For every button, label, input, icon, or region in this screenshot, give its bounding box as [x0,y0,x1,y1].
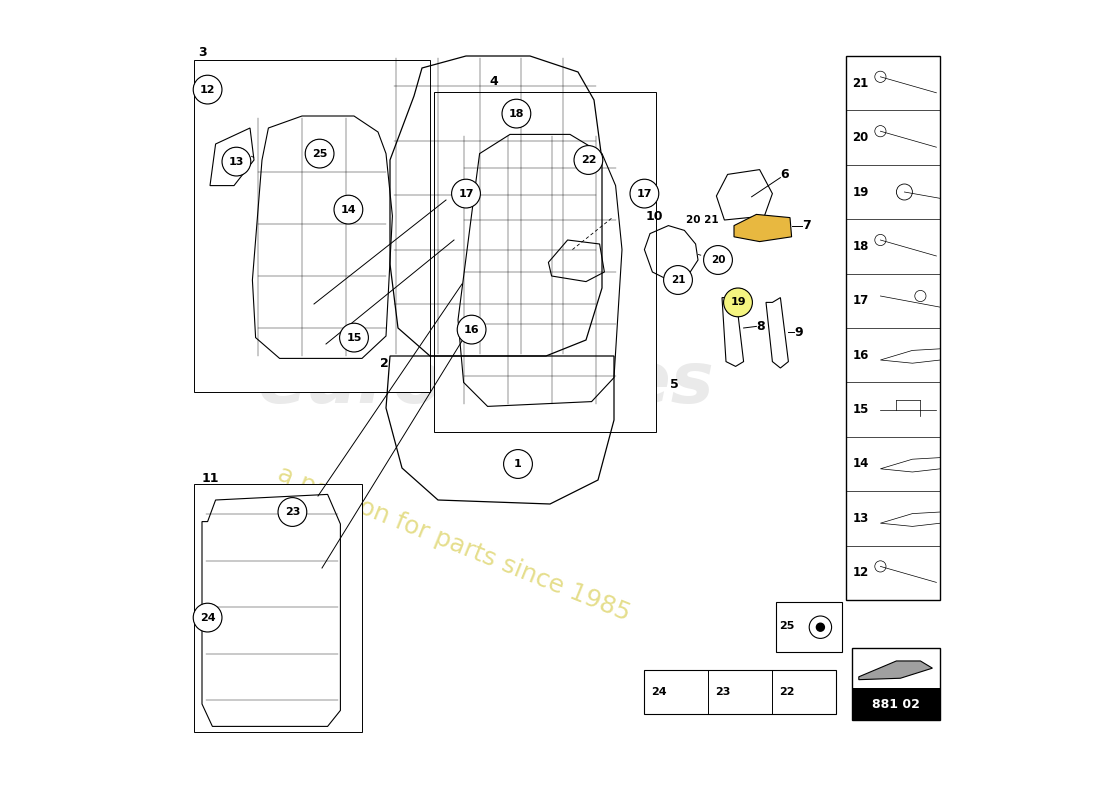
Circle shape [222,147,251,176]
Text: 17: 17 [637,189,652,198]
Text: 17: 17 [459,189,474,198]
Text: 5: 5 [670,378,679,390]
Circle shape [306,140,333,167]
Text: 21: 21 [671,275,685,285]
Polygon shape [859,661,933,680]
Text: 9: 9 [794,326,803,338]
Text: 13: 13 [852,512,869,525]
Bar [194,484,362,732]
Bar [645,670,836,714]
Text: 16: 16 [464,325,480,334]
Circle shape [458,316,485,343]
Bar [776,602,842,652]
Text: 11: 11 [202,472,220,485]
Circle shape [194,76,221,103]
Text: 25: 25 [312,149,328,158]
Text: 15: 15 [346,333,362,342]
Text: 881 02: 881 02 [872,698,921,710]
Circle shape [278,498,307,526]
Text: 21: 21 [852,77,869,90]
Text: 17: 17 [852,294,869,307]
Text: 18: 18 [852,240,869,253]
Circle shape [724,288,752,317]
Text: 6: 6 [780,168,789,181]
Circle shape [194,75,222,104]
Text: 13: 13 [229,157,244,166]
Bar [852,688,940,720]
Bar [846,56,940,600]
Circle shape [630,180,658,207]
Circle shape [340,323,368,352]
Circle shape [725,289,751,316]
Circle shape [663,266,692,294]
Text: 20: 20 [711,255,725,265]
Bar [194,60,430,392]
Circle shape [574,146,603,174]
Text: 10: 10 [646,210,663,222]
Circle shape [458,315,486,344]
Circle shape [452,180,480,207]
Circle shape [194,604,221,631]
Bar [434,92,657,432]
Circle shape [334,196,362,223]
Circle shape [340,324,367,351]
Text: 15: 15 [852,403,869,416]
Circle shape [505,450,531,478]
Text: 22: 22 [779,686,794,697]
Text: 18: 18 [508,109,525,118]
Text: 14: 14 [852,458,869,470]
Circle shape [664,266,692,294]
Text: 12: 12 [852,566,869,579]
Text: 2: 2 [381,358,389,370]
Text: 16: 16 [852,349,869,362]
Circle shape [504,450,532,478]
Text: 12: 12 [200,85,216,94]
Circle shape [194,603,222,632]
Circle shape [223,148,250,175]
Text: a passion for parts since 1985: a passion for parts since 1985 [274,462,634,626]
Text: 20 21: 20 21 [686,215,718,225]
Circle shape [704,246,733,274]
Bar [852,648,940,720]
Text: 23: 23 [715,686,730,697]
Text: 19: 19 [730,298,746,307]
Circle shape [502,99,531,128]
Circle shape [278,498,306,526]
Circle shape [704,246,732,274]
Text: 24: 24 [200,613,216,622]
Circle shape [503,100,530,127]
Text: 24: 24 [651,686,667,697]
Text: 1: 1 [514,459,521,469]
Text: 14: 14 [341,205,356,214]
Text: 8: 8 [757,320,764,333]
Polygon shape [734,214,792,242]
Circle shape [305,139,334,168]
Circle shape [816,623,824,631]
Text: 7: 7 [802,219,811,232]
Text: 22: 22 [581,155,596,165]
Text: 20: 20 [852,131,869,144]
Circle shape [452,179,481,208]
Text: 4: 4 [490,75,498,88]
Circle shape [630,179,659,208]
Circle shape [334,195,363,224]
Text: 25: 25 [780,622,795,631]
Text: 19: 19 [852,186,869,198]
Circle shape [575,146,602,174]
Text: 3: 3 [198,46,207,58]
Text: 23: 23 [285,507,300,517]
Text: eurospares: eurospares [257,350,714,418]
